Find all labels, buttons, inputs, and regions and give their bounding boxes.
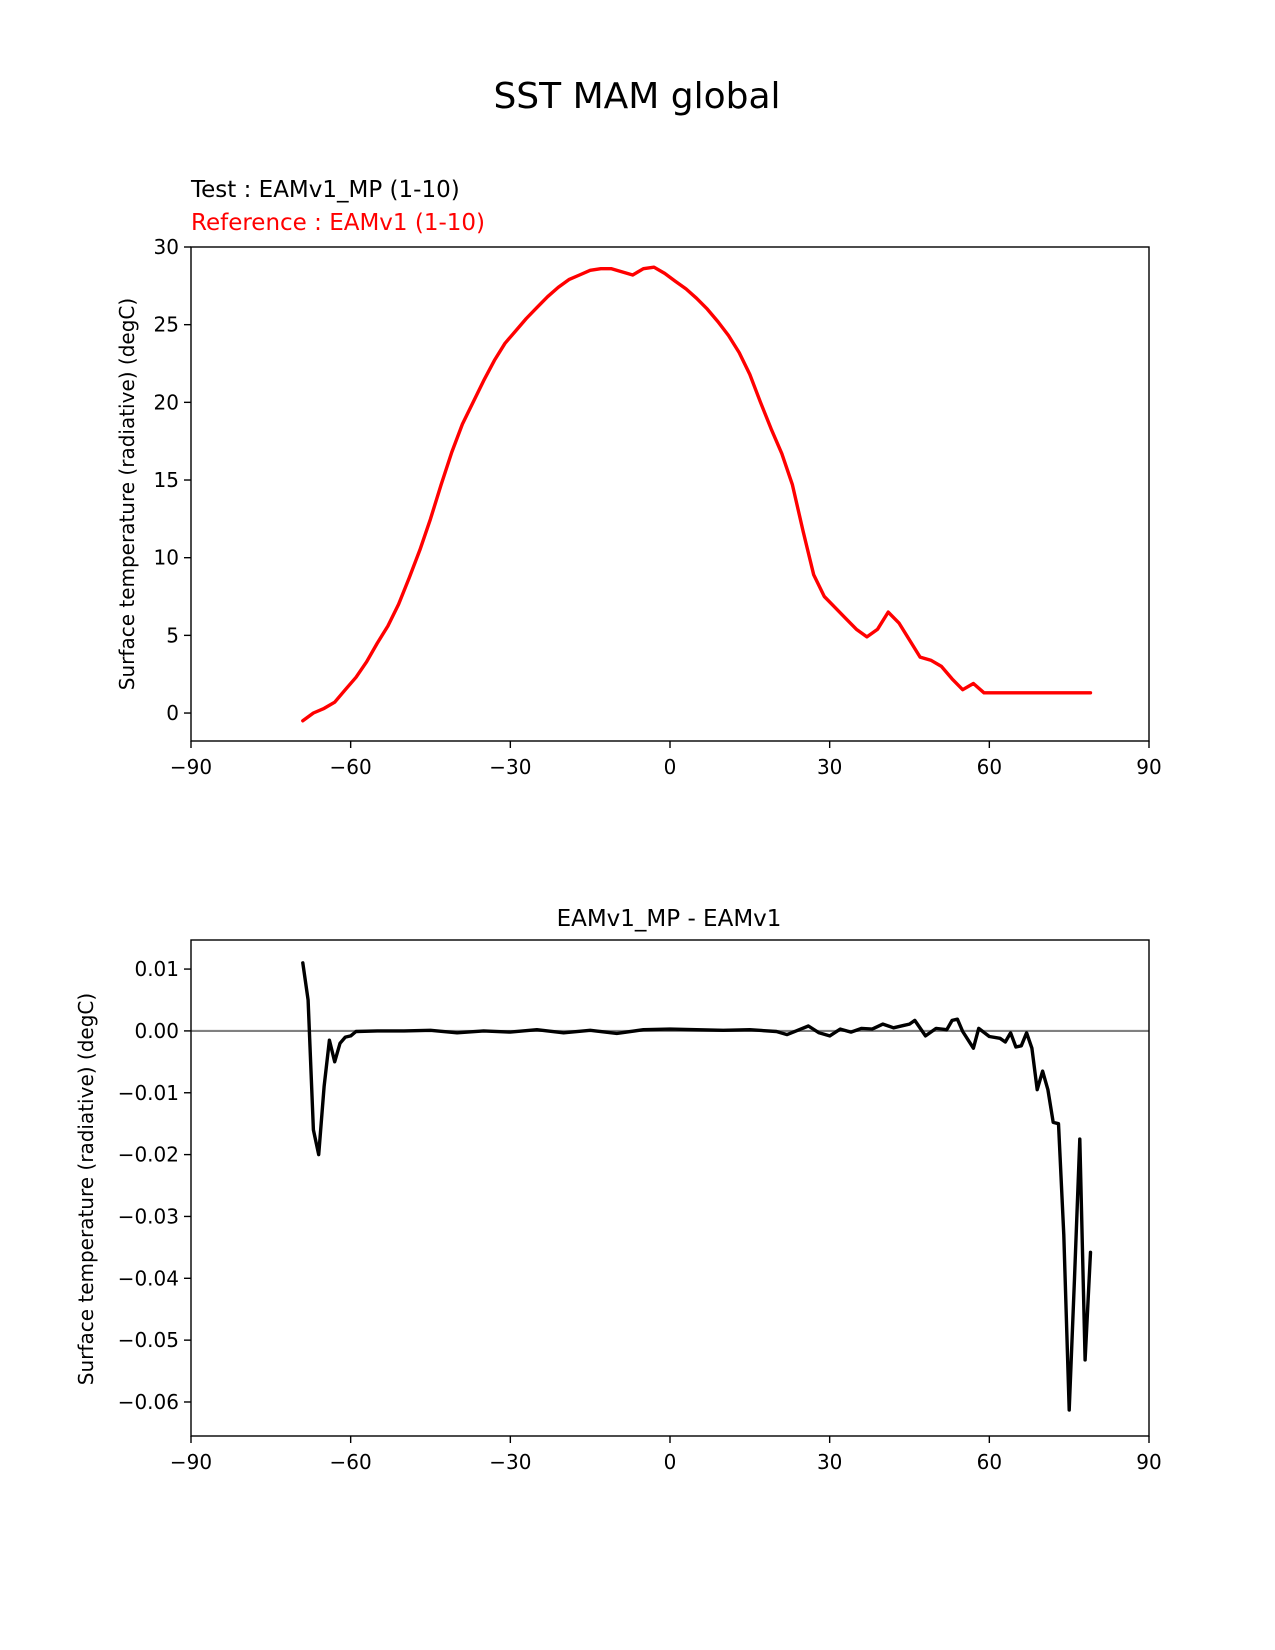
top-y-tick-label: 0 <box>166 701 179 725</box>
top-y-tick-label: 5 <box>166 623 179 647</box>
test-annotation: Test : EAMv1_MP (1-10) <box>190 177 460 203</box>
reference-annotation: Reference : EAMv1 (1-10) <box>191 210 485 236</box>
bottom-x-tick-label: 60 <box>977 1450 1002 1474</box>
top-y-tick-label: 20 <box>154 390 179 414</box>
top-y-tick-label: 25 <box>154 313 179 337</box>
bottom-panel: EAMv1_MP - EAMv1 Surface temperature (ra… <box>74 906 1162 1474</box>
bottom-x-tick-label: 0 <box>664 1450 677 1474</box>
bottom-y-tick-label: −0.04 <box>118 1266 179 1290</box>
bottom-x-tick-label: 30 <box>817 1450 842 1474</box>
bottom-y-tick-label: −0.06 <box>118 1390 179 1414</box>
bottom-y-tick-label: 0.01 <box>134 957 179 981</box>
top-x-tick-label: −60 <box>330 755 372 779</box>
bottom-x-tick-label: −90 <box>170 1450 212 1474</box>
top-x-tick-label: −90 <box>170 755 212 779</box>
top-series-line-0 <box>301 265 1093 723</box>
figure-title: SST MAM global <box>493 76 780 117</box>
bottom-x-tick-label: −60 <box>330 1450 372 1474</box>
top-x-tick-label: 60 <box>977 755 1002 779</box>
bottom-y-tick-label: 0.00 <box>134 1019 179 1043</box>
top-axes-frame <box>190 246 1150 742</box>
top-x-tick-label: 0 <box>664 755 677 779</box>
bottom-x-tick-label: 90 <box>1136 1450 1161 1474</box>
top-x-tick-label: 30 <box>817 755 842 779</box>
bottom-y-tick-label: −0.01 <box>118 1081 179 1105</box>
bottom-axes-frame <box>190 939 1150 1437</box>
bottom-y-tick-label: −0.05 <box>118 1328 179 1352</box>
bottom-y-tick-label: −0.02 <box>118 1143 179 1167</box>
bottom-y-axis-label: Surface temperature (radiative) (degC) <box>74 993 98 1385</box>
top-y-tick-label: 15 <box>154 468 179 492</box>
top-y-tick-label: 10 <box>154 546 179 570</box>
top-panel: Test : EAMv1_MP (1-10) Reference : EAMv1… <box>115 177 1162 779</box>
bottom-y-tick-label: −0.03 <box>118 1204 179 1228</box>
bottom-x-tick-label: −30 <box>489 1450 531 1474</box>
bottom-panel-title: EAMv1_MP - EAMv1 <box>557 906 782 932</box>
top-y-axis-label: Surface temperature (radiative) (degC) <box>115 298 139 690</box>
top-x-tick-label: −30 <box>489 755 531 779</box>
top-y-tick-label: 30 <box>154 235 179 259</box>
bottom-series-line-0 <box>301 961 1093 1412</box>
top-x-tick-label: 90 <box>1136 755 1161 779</box>
